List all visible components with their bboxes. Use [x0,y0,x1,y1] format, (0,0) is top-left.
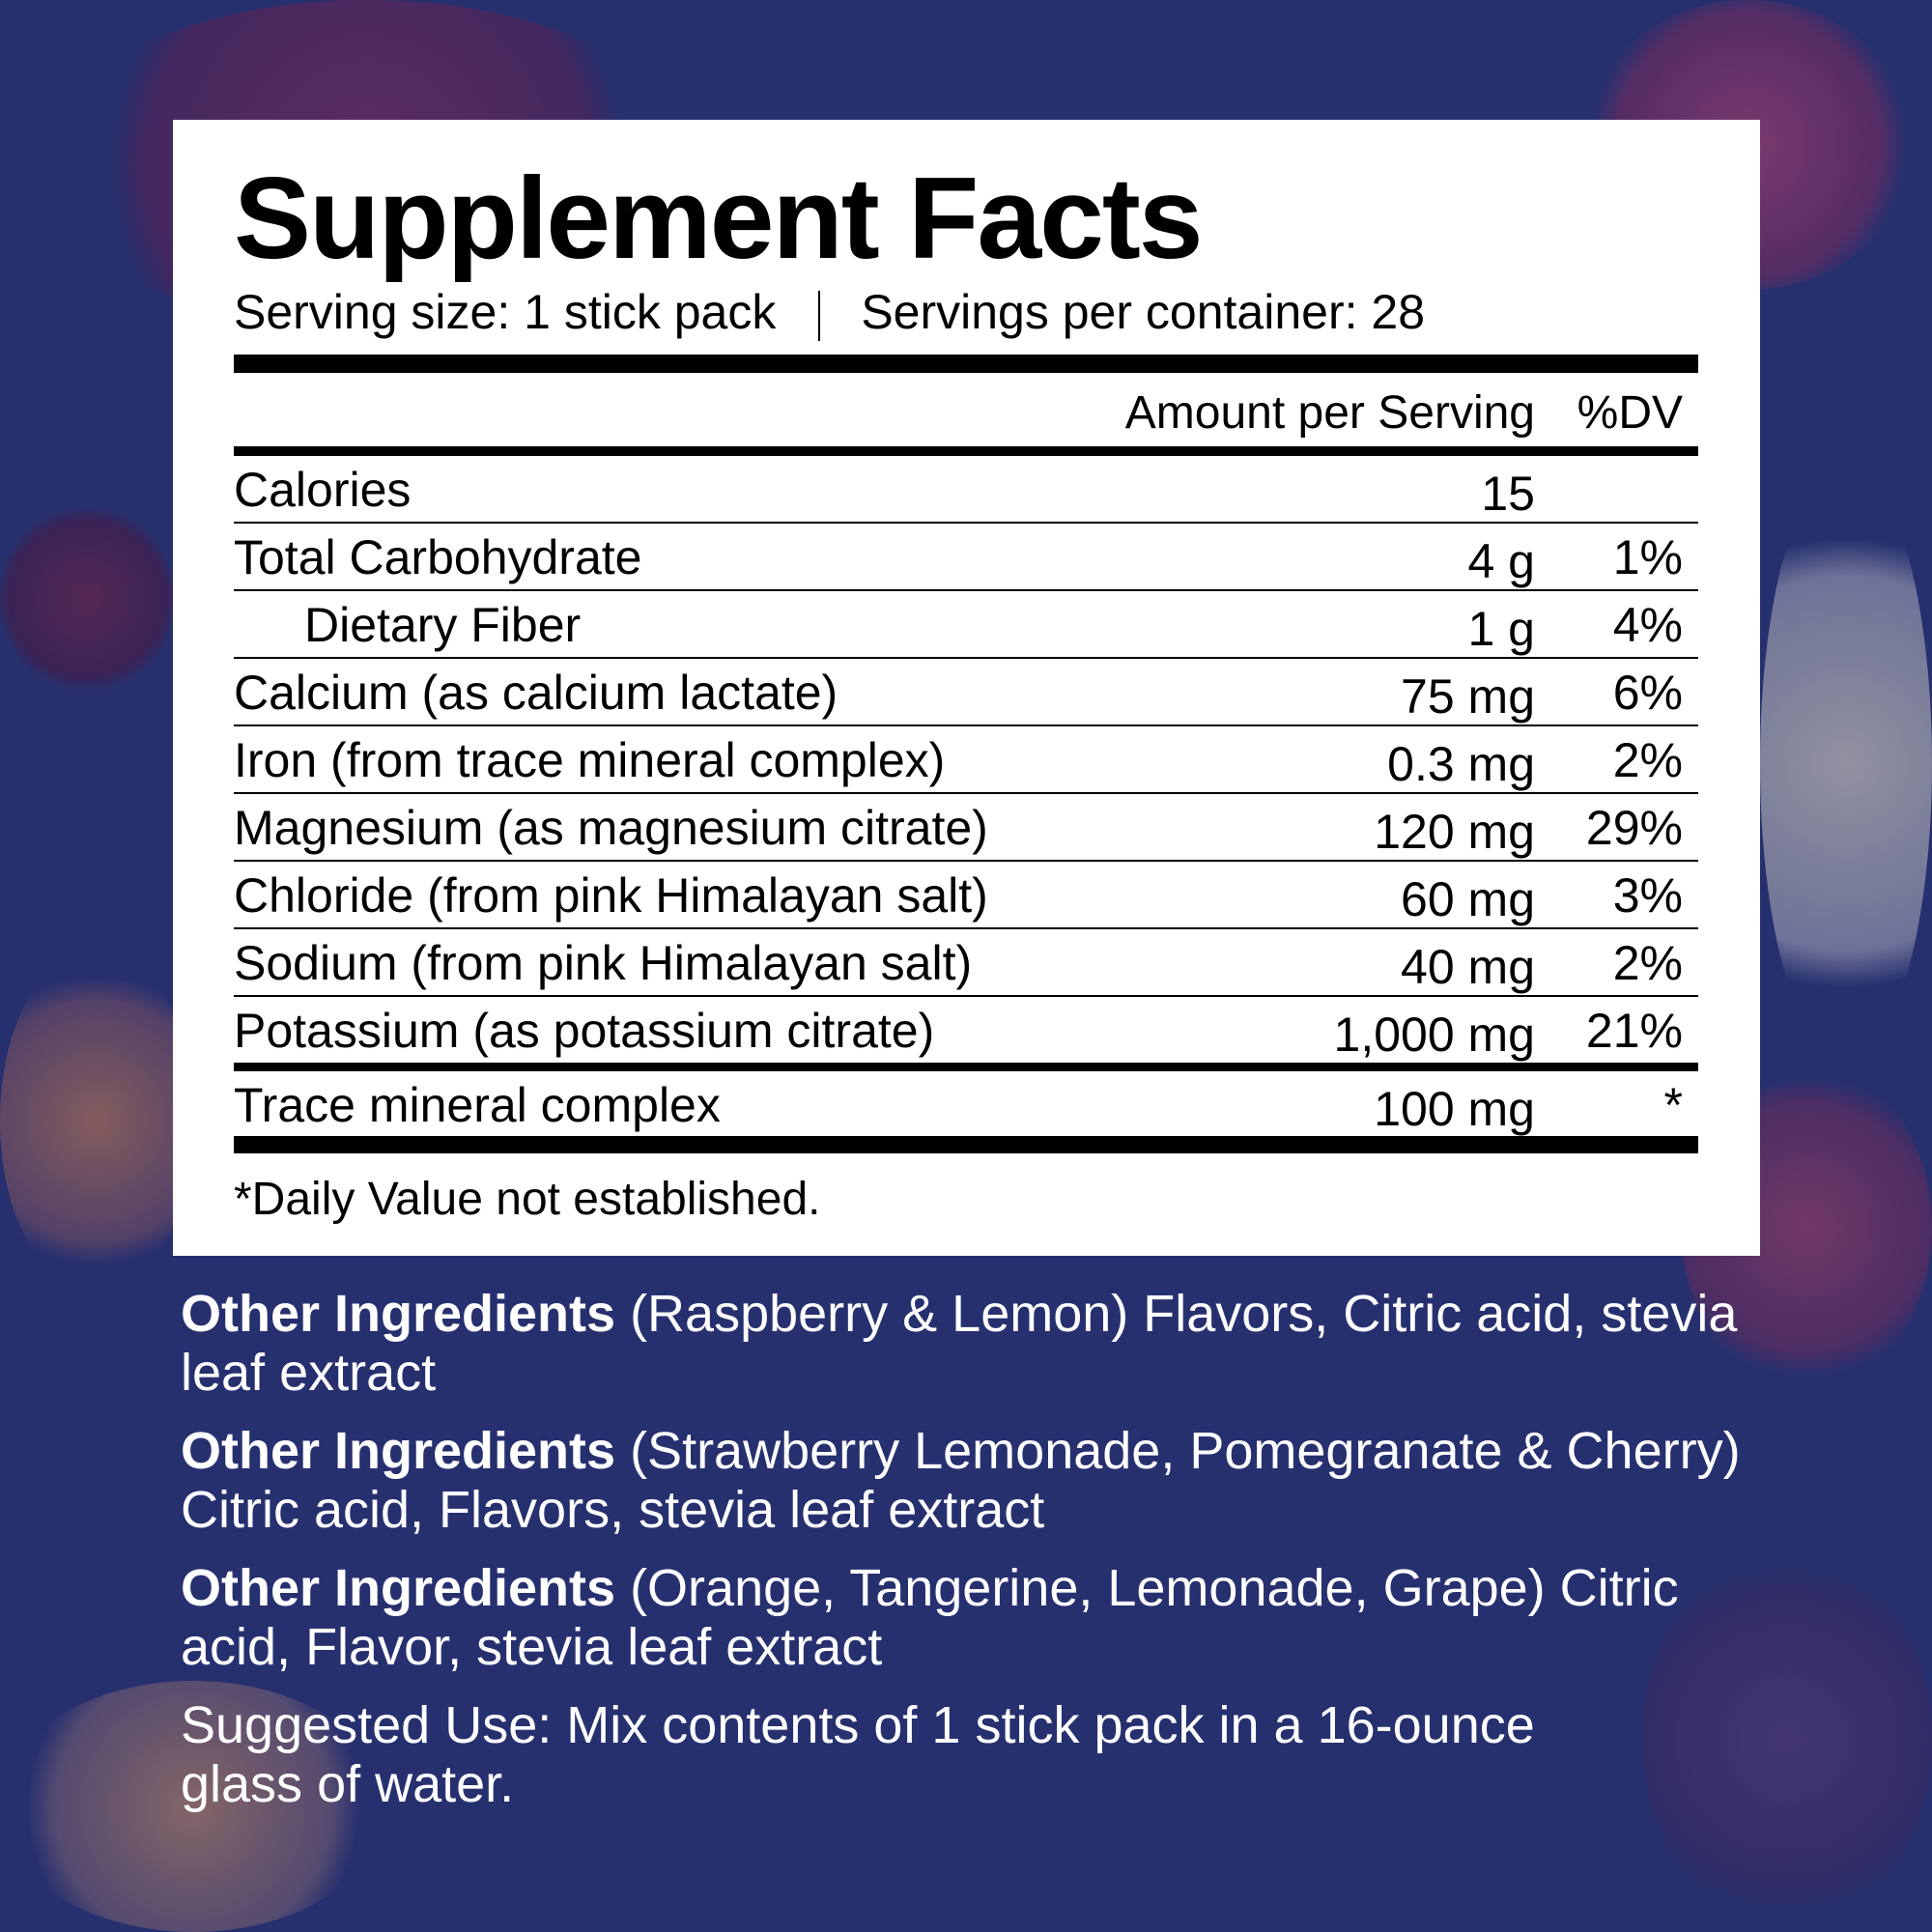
ingredients-block: Other Ingredients (Strawberry Lemonade, … [181,1422,1775,1540]
table-row: Dietary Fiber 1 g 4% [234,591,1698,659]
panel-title: Supplement Facts [234,154,1204,283]
supplement-facts-panel: Supplement Facts Serving size: 1 stick p… [173,120,1760,1256]
nutrient-dv: * [1663,1078,1683,1132]
divider-thick [234,355,1698,373]
nutrient-amount: 75 mg [1401,669,1535,724]
nutrient-table: Calories 15 Total Carbohydrate 4 g 1% Dietary… [234,456,1698,1153]
nutrient-dv: 21% [1585,1004,1683,1058]
nutrient-dv: 1% [1612,530,1683,584]
table-row: Chloride (from pink Himalayan salt) 60 mg… [234,862,1698,929]
nutrient-amount: 4 g [1467,534,1535,588]
serving-size: Serving size: 1 stick pack [234,285,777,339]
table-row: Iron (from trace mineral complex) 0.3 mg 2… [234,726,1698,794]
footnote: *Daily Value not established. [234,1174,821,1225]
divider-thick [234,1136,1698,1153]
table-row: Calcium (as calcium lactate) 75 mg 6% [234,659,1698,726]
nutrient-amount: 40 mg [1401,940,1535,994]
servings-per-container: Servings per container: 28 [861,285,1425,339]
nutrient-dv: 3% [1612,868,1683,923]
ingredients-text: (Orange, Tangerine, Lemonade, Grape) Cit… [181,1559,1679,1676]
nutrient-dv: 4% [1612,598,1683,652]
ingredients-label: Other Ingredients [181,1285,616,1343]
nutrient-amount: 100 mg [1374,1082,1535,1136]
serving-info: Serving size: 1 stick pack Servings per c… [234,288,1425,341]
nutrient-name: Chloride (from pink Himalayan salt) [234,868,988,923]
nutrient-amount: 1,000 mg [1333,1008,1535,1062]
ingredients-text: (Raspberry & Lemon) Flavors, Citric acid… [181,1285,1738,1402]
ingredients-section: Other Ingredients (Raspberry & Lemon) Fl… [181,1285,1775,1833]
table-row: Total Carbohydrate 4 g 1% [234,524,1698,591]
divider-thick [234,446,1698,456]
ingredients-block: Other Ingredients (Raspberry & Lemon) Fl… [181,1285,1775,1403]
nutrient-amount: 1 g [1467,602,1535,656]
nutrient-dv: 6% [1612,666,1683,720]
table-row: Sodium (from pink Himalayan salt) 40 mg 2% [234,929,1698,997]
nutrient-amount: 15 [1481,467,1535,521]
cherry-image [0,502,174,696]
nutrient-name: Magnesium (as magnesium citrate) [234,801,988,855]
ingredients-text: (Strawberry Lemonade, Pomegranate & Cher… [181,1422,1741,1539]
table-row: Potassium (as potassium citrate) 1,000 mg… [234,997,1698,1071]
table-row: Magnesium (as magnesium citrate) 120 mg 29… [234,794,1698,862]
table-row: Calories 15 [234,456,1698,524]
nutrient-dv: 2% [1612,936,1683,990]
orange-slice-image [0,947,193,1294]
grape-image [1642,1546,1932,1932]
suggested-use: Suggested Use: Mix contents of 1 stick p… [181,1696,1535,1813]
ingredients-label: Other Ingredients [181,1559,616,1617]
nutrient-amount: 0.3 mg [1387,737,1535,791]
table-row: Trace mineral complex 100 mg * [234,1071,1698,1136]
nutrient-dv: 2% [1612,733,1683,787]
lemon-image [1760,464,1932,1063]
nutrient-name: Trace mineral complex [234,1078,721,1132]
nutrient-name: Total Carbohydrate [234,530,642,584]
nutrient-dv: 29% [1585,801,1683,855]
nutrient-name: Dietary Fiber [304,598,582,652]
ingredients-block: Other Ingredients (Orange, Tangerine, Le… [181,1559,1775,1677]
nutrient-name: Potassium (as potassium citrate) [234,1004,935,1058]
nutrient-amount: 120 mg [1374,805,1535,859]
header-amount: Amount per Serving [1124,387,1535,439]
divider [818,290,821,341]
nutrient-name: Iron (from trace mineral complex) [234,733,946,787]
nutrient-amount: 60 mg [1401,872,1535,926]
nutrient-name: Calcium (as calcium lactate) [234,666,838,720]
orange-image [0,1681,386,1932]
table-header: Amount per Serving %DV [234,373,1698,446]
nutrient-name: Calories [234,463,412,517]
header-dv: %DV [1577,387,1683,439]
ingredients-label: Other Ingredients [181,1422,616,1480]
nutrient-name: Sodium (from pink Himalayan salt) [234,936,973,990]
